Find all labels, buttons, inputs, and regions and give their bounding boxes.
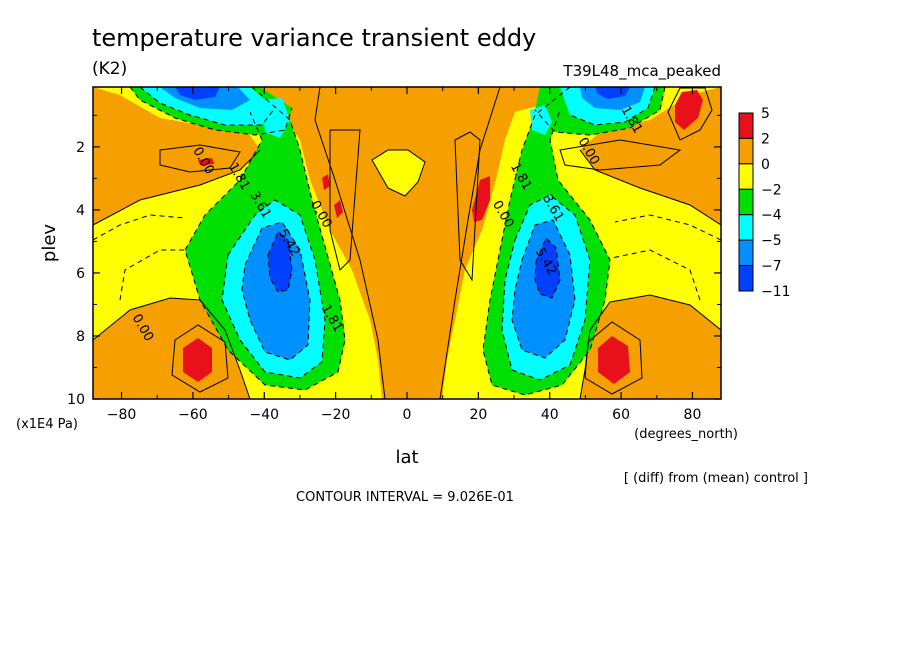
x-axis-ticks: −80 −60 −40 −20 0 20 40 60 80 (107, 87, 702, 423)
x-tick-label: −40 (249, 407, 279, 423)
colorbar-label: 5 (761, 106, 770, 122)
x-tick-label: 60 (612, 407, 630, 423)
solid-contours (93, 87, 721, 399)
colorbar-swatch (738, 188, 754, 216)
blue-cap-north (580, 87, 645, 110)
central-yellow-blob (372, 150, 425, 196)
red-spot-ne-top (675, 90, 703, 130)
y-axis-label: plev (39, 224, 60, 263)
x-axis-label: lat (395, 447, 418, 468)
x-tick-label: 40 (541, 407, 559, 423)
colorbar: 5 2 0 −2 −4 −5 −7 −11 (738, 106, 791, 300)
x-tick-label: −60 (178, 407, 208, 423)
chart-title: temperature variance transient eddy (92, 24, 536, 52)
colorbar-label: 0 (761, 157, 770, 173)
y-tick-label: 6 (76, 266, 85, 282)
y-tick-label: 2 (76, 140, 85, 156)
colorbar-label: −2 (761, 182, 782, 198)
colorbar-label: −7 (761, 259, 782, 275)
contour-field (93, 87, 721, 399)
colorbar-label: −5 (761, 233, 782, 249)
darkblue-core-north (535, 238, 560, 298)
cyan-spot-south (262, 98, 290, 138)
y-units-label: (x1E4 Pa) (16, 417, 78, 432)
red-spot-sw (183, 338, 212, 382)
units-label: (K2) (92, 59, 127, 79)
experiment-label: T39L48_mca_peaked (562, 62, 721, 81)
contour-interval-label: CONTOUR INTERVAL = 9.026E-01 (296, 490, 514, 505)
x-tick-label: 80 (684, 407, 702, 423)
colorbar-swatch (738, 214, 754, 241)
colorbar-label: 2 (761, 131, 770, 147)
x-tick-label: 0 (403, 407, 412, 423)
y-tick-label: 4 (76, 203, 85, 219)
colorbar-swatch (738, 265, 754, 292)
x-tick-label: −80 (107, 407, 137, 423)
colorbar-label: −4 (761, 208, 782, 224)
orange-patch-sw-lower (93, 298, 250, 399)
darkblue-cap-south (175, 87, 220, 100)
cyan-spot-north (530, 105, 552, 135)
blue-core-south (242, 222, 310, 360)
y-axis-ticks: 2 4 6 8 10 (67, 114, 721, 408)
red-spot-small-2 (334, 200, 343, 218)
colorbar-swatch (738, 239, 754, 267)
diff-note: [ (diff) from (mean) control ] (624, 471, 808, 486)
colorbar-label: −11 (761, 284, 791, 300)
red-spot-lat20 (472, 176, 490, 222)
colorbar-swatch (738, 112, 754, 139)
colorbar-swatch (738, 137, 754, 165)
x-tick-label: −20 (321, 407, 351, 423)
red-spot-nw (598, 336, 630, 384)
red-spot-small-3 (198, 158, 214, 165)
red-spot-small-1 (322, 174, 330, 190)
dashed-contours (93, 87, 721, 396)
darkblue-core-south (268, 232, 292, 292)
y-tick-label: 10 (67, 392, 85, 408)
central-orange-wedge (315, 87, 500, 399)
x-tick-label: 20 (469, 407, 487, 423)
orange-patch-sw-upper (93, 87, 260, 225)
y-tick-label: 8 (76, 329, 85, 345)
x-units-label: (degrees_north) (634, 427, 738, 442)
colorbar-swatch (738, 163, 754, 190)
